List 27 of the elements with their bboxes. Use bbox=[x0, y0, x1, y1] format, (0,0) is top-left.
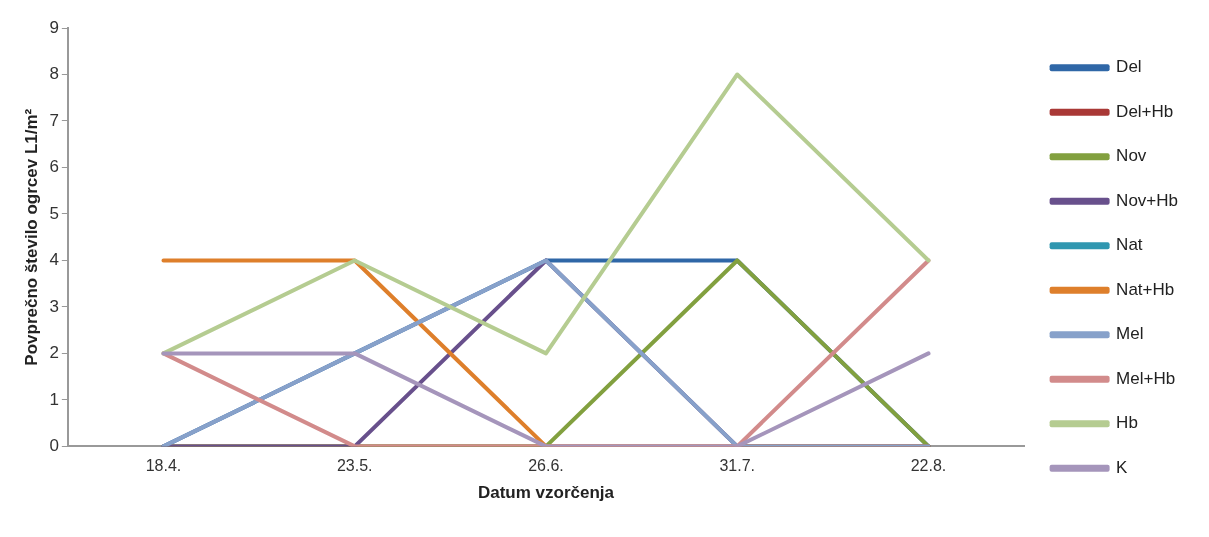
legend-label: Nov bbox=[1116, 146, 1147, 166]
y-tick-label: 0 bbox=[49, 436, 59, 456]
legend-label: Del bbox=[1116, 57, 1142, 77]
x-axis-title: Datum vzorčenja bbox=[477, 483, 615, 503]
x-tick-label: 23.5. bbox=[336, 457, 373, 475]
y-tick-label: 9 bbox=[49, 17, 59, 37]
y-tick-label: 8 bbox=[49, 64, 59, 84]
x-tick-label: 22.8. bbox=[910, 457, 947, 475]
legend-label: Nov+Hb bbox=[1116, 190, 1178, 210]
legend-label: Mel+Hb bbox=[1116, 368, 1176, 388]
y-tick-label: 4 bbox=[49, 250, 59, 270]
y-tick-label: 6 bbox=[49, 157, 59, 177]
legend-label: K bbox=[1116, 457, 1129, 477]
y-tick-label: 7 bbox=[49, 110, 59, 130]
y-tick-label: 3 bbox=[49, 296, 59, 316]
legend-label: Nat+Hb bbox=[1116, 279, 1175, 299]
y-tick-label: 1 bbox=[49, 389, 59, 409]
y-axis-title: Povprečno število ogrcev L1/m² bbox=[21, 108, 41, 366]
legend-label: Del+Hb bbox=[1116, 101, 1174, 121]
legend-label: Nat bbox=[1116, 235, 1143, 255]
x-tick-label: 31.7. bbox=[719, 457, 756, 475]
y-tick-label: 5 bbox=[49, 203, 59, 223]
legend-label: Hb bbox=[1116, 413, 1138, 433]
x-tick-label: 26.6. bbox=[528, 457, 564, 475]
y-tick-label: 2 bbox=[49, 343, 59, 363]
legend-label: Mel bbox=[1116, 324, 1144, 344]
x-tick-label: 18.4. bbox=[145, 457, 182, 475]
